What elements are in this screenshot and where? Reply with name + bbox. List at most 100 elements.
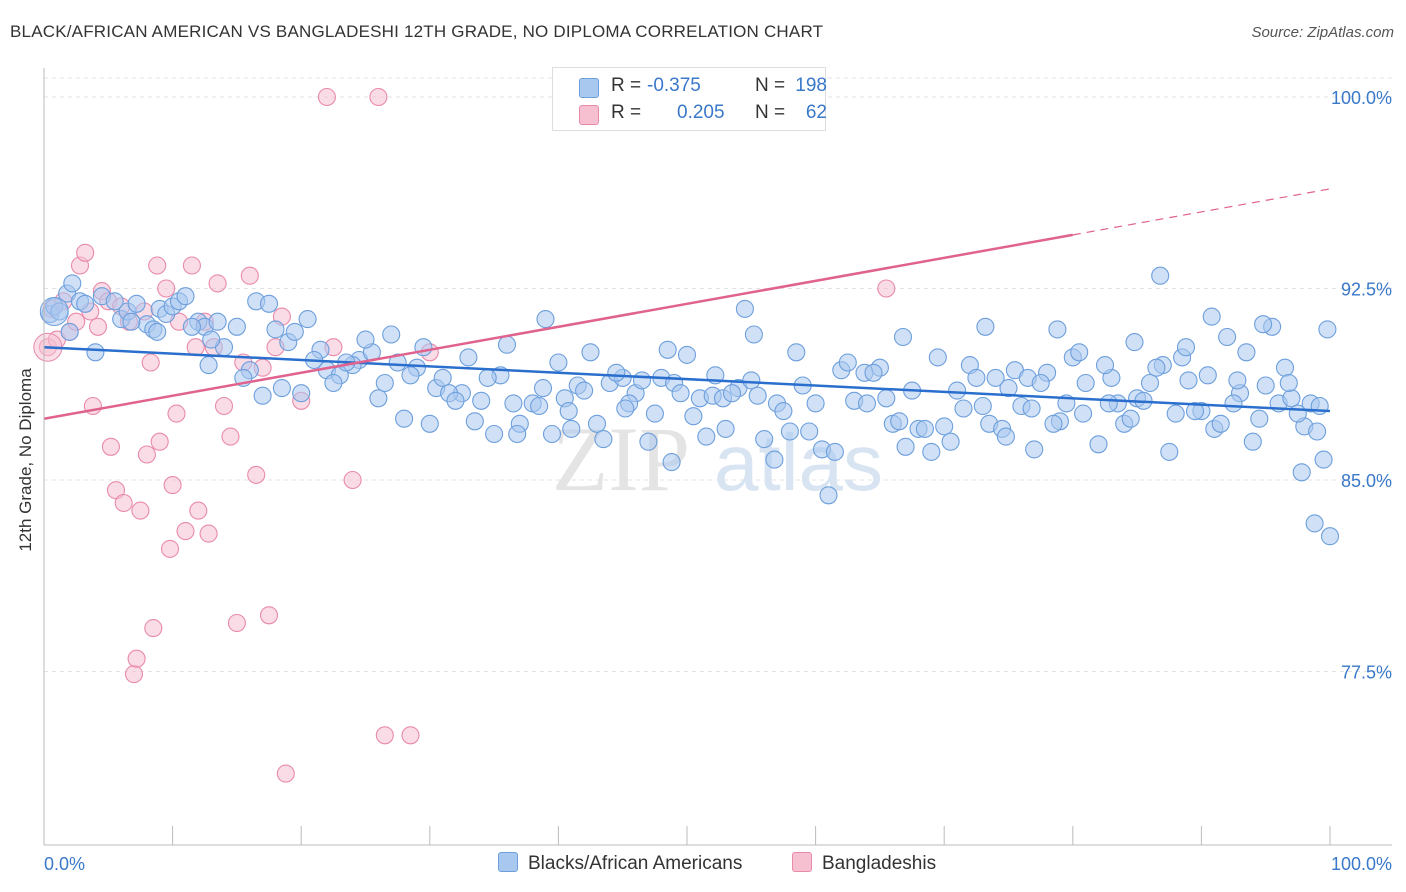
black-point: [60, 322, 79, 341]
black-point: [587, 414, 607, 433]
black-point: [1089, 435, 1108, 454]
stats-legend: R = -0.375 N = 198 R = 0.205 N = 62: [552, 67, 827, 131]
black-point: [202, 330, 221, 349]
black-point: [401, 366, 420, 385]
legend-r-label: R =: [611, 75, 642, 96]
bangladeshi-point: [144, 619, 163, 638]
black-point: [259, 294, 279, 313]
black-point: [1308, 422, 1327, 441]
bangladeshi-point: [131, 501, 150, 520]
black-point: [1243, 432, 1262, 451]
black-point: [671, 384, 690, 403]
black-point: [1254, 315, 1273, 334]
black-point: [806, 394, 825, 413]
black-point: [199, 356, 218, 375]
black-point: [697, 427, 716, 446]
black-point: [819, 486, 838, 505]
black-point: [1166, 404, 1185, 423]
black-point: [877, 389, 896, 408]
bangladeshi-point: [276, 764, 295, 783]
black-point: [1048, 320, 1067, 339]
bangladeshi-point: [186, 338, 205, 357]
black-point: [1099, 394, 1118, 413]
bottom-legend-bangladeshis: Bangladeshis: [792, 852, 936, 875]
black-point: [533, 379, 553, 398]
legend-r-label: R =: [611, 102, 642, 123]
black-point: [324, 373, 343, 393]
black-point: [973, 396, 992, 416]
black-point: [497, 335, 517, 354]
black-point: [76, 294, 95, 313]
bottom-legend-swatch-blue: [498, 852, 518, 872]
black-point: [530, 396, 549, 416]
black-point: [433, 368, 452, 387]
black-point: [1095, 356, 1115, 375]
bangladeshi-point: [877, 279, 896, 298]
black-point: [388, 353, 407, 372]
black-point: [658, 340, 677, 359]
black-point: [1198, 366, 1217, 385]
chart-title: BLACK/AFRICAN AMERICAN VS BANGLADESHI 12…: [10, 22, 824, 41]
bangladeshi-point: [160, 539, 180, 558]
black-point: [581, 343, 600, 362]
legend-n-label: N =: [755, 75, 786, 96]
bangladeshi-point: [176, 522, 195, 541]
black-point: [941, 432, 960, 451]
chart-source: Source: ZipAtlas.com: [1251, 24, 1394, 41]
bangladeshi-point: [157, 279, 176, 298]
black-point: [292, 384, 311, 403]
black-point: [562, 419, 581, 438]
bangladeshi-point: [240, 266, 259, 285]
bangladeshi-point: [163, 476, 182, 495]
black-point: [369, 389, 388, 408]
axes: 100.0% 92.5% 85.0% 77.5% 0.0% 100.0%: [43, 68, 1392, 874]
bangladeshi-point: [167, 404, 186, 423]
black-point: [485, 424, 504, 444]
black-point: [478, 368, 497, 387]
black-point: [780, 422, 799, 441]
black-point: [272, 379, 291, 398]
black-point: [999, 379, 1018, 398]
black-point: [1218, 327, 1237, 347]
bangladeshi-point: [317, 87, 336, 107]
bangladeshi-point: [375, 726, 394, 745]
bangladeshi-point: [247, 465, 266, 484]
black-point: [39, 296, 69, 326]
black-point: [86, 343, 105, 362]
black-point: [1022, 399, 1041, 418]
bangladeshi-point: [127, 649, 146, 668]
bangladeshi-point: [227, 613, 246, 633]
black-point: [607, 363, 626, 382]
y-tick-label: 100.0%: [1331, 88, 1392, 108]
legend-n-value: 62: [805, 102, 827, 123]
bangladeshi-point: [343, 470, 362, 490]
black-point: [472, 391, 491, 410]
black-point: [639, 432, 658, 451]
trend-lines: [43, 188, 1331, 420]
black-point: [549, 353, 568, 372]
black-point: [176, 287, 195, 306]
legend-n-value: 198: [795, 75, 827, 96]
black-point: [148, 322, 167, 341]
bangladeshi-point: [189, 501, 208, 520]
black-point: [986, 368, 1005, 387]
black-point: [285, 322, 304, 341]
black-point: [890, 412, 909, 431]
black-point: [967, 368, 986, 387]
black-point: [954, 399, 973, 418]
black-point: [1305, 514, 1324, 533]
black-point: [1031, 373, 1050, 393]
legend-swatch-pink: [579, 105, 599, 125]
black-point: [1160, 442, 1179, 461]
bangladeshi-point: [114, 493, 133, 513]
bangladeshi-point: [208, 274, 227, 293]
black-point: [536, 310, 555, 329]
black-point: [105, 292, 124, 311]
black-point: [1151, 266, 1170, 285]
black-point: [1228, 371, 1247, 390]
black-point: [1147, 358, 1166, 377]
bottom-legend-label-blue: Blacks/African Americans: [528, 853, 743, 874]
bangladeshi-point: [76, 243, 95, 262]
black-point: [838, 353, 857, 372]
